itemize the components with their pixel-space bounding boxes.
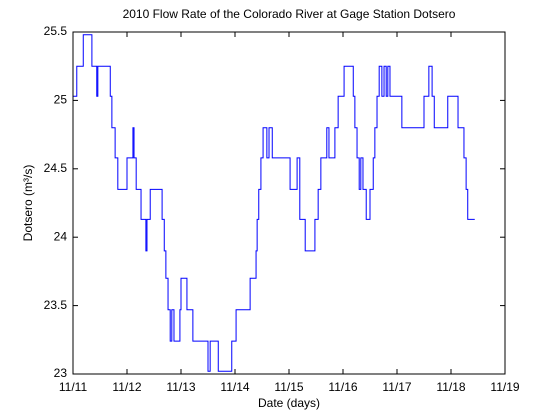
x-tick-label: 11/18 xyxy=(436,380,465,394)
y-tick-label: 24 xyxy=(54,229,68,243)
x-tick-label: 11/16 xyxy=(328,380,357,394)
x-tick-label: 11/11 xyxy=(59,380,88,394)
chart-title: 2010 Flow Rate of the Colorado River at … xyxy=(123,7,456,21)
x-tick-label: 11/13 xyxy=(166,380,195,394)
plot-frame xyxy=(72,31,506,375)
y-axis-label: Dotsero (m³/s) xyxy=(21,165,35,242)
y-tick-label: 25 xyxy=(54,93,68,107)
data-line xyxy=(73,34,475,372)
x-tick-label: 11/17 xyxy=(382,380,411,394)
x-tick-label: 11/19 xyxy=(490,380,519,394)
y-tick-label: 23.5 xyxy=(44,298,68,312)
x-axis-label: Date (days) xyxy=(258,396,320,410)
x-tick-label: 11/15 xyxy=(274,380,303,394)
x-tick-label: 11/12 xyxy=(112,380,141,394)
y-tick-label: 25.5 xyxy=(44,24,68,38)
x-tick-label: 11/14 xyxy=(220,380,249,394)
y-tick-label: 23 xyxy=(54,366,68,380)
y-tick-label: 24.5 xyxy=(44,161,68,175)
